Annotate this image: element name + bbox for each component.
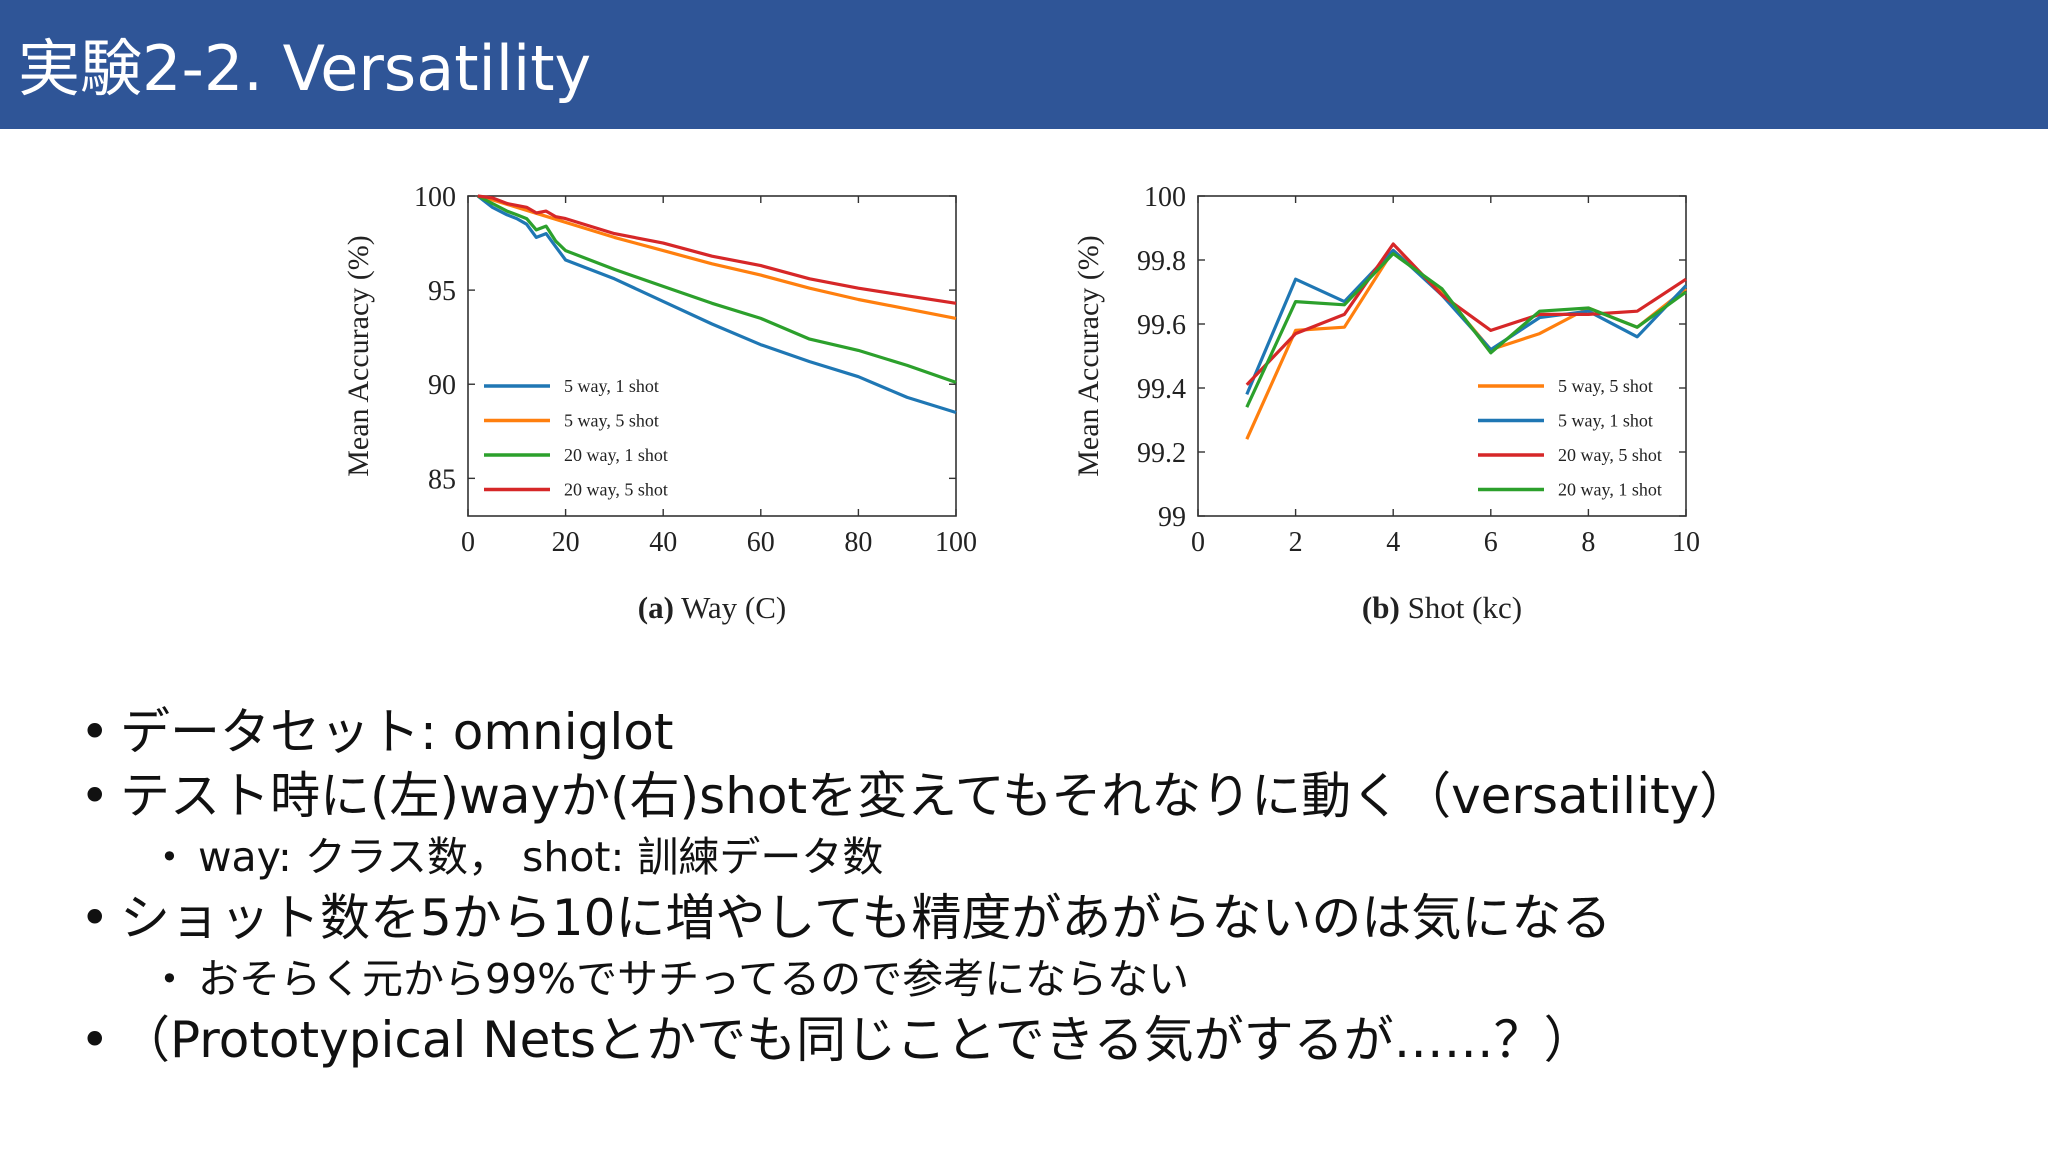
x-tick-label: 20 — [552, 527, 580, 558]
x-tick-label: 4 — [1386, 527, 1400, 558]
x-tick-label: 8 — [1581, 527, 1595, 558]
slide-title: 実験2-2. Versatility — [18, 32, 592, 105]
bullet-text: データセット: omniglot — [120, 703, 674, 761]
sub-bullet-item: • おそらく元から99%でサチってるので参考にならない — [80, 950, 2030, 1008]
y-tick-label: 99.4 — [1137, 374, 1186, 405]
legend-label: 5 way, 1 shot — [1558, 411, 1653, 431]
bullet-text: おそらく元から99%でサチってるので参考にならない — [198, 955, 1190, 1003]
bullet-item: • ショット数を5から10に増やしても精度があがらないのは気になる — [80, 886, 2030, 950]
bullet-text: （Prototypical Netsとかでも同じことできる気がするが……？） — [120, 1011, 1594, 1069]
title-bar: 実験2-2. Versatility — [0, 0, 2048, 129]
bullet-text: テスト時に(左)wayか(右)shotを変えてもそれなりに動く（versatil… — [120, 767, 1750, 825]
legend-label: 5 way, 1 shot — [564, 376, 659, 396]
x-tick-label: 10 — [1672, 527, 1700, 558]
y-tick-label: 100 — [414, 182, 456, 213]
bullet-dot-icon: • — [80, 889, 110, 947]
chart-panel-shot: 0 2 4 6 8 10 99 99.2 99.4 99.6 99.8 100 Mean Accurac… — [1072, 182, 1700, 625]
figure-caption: (b) Shot (kc) — [1362, 590, 1522, 625]
plot-frame — [1197, 195, 1687, 517]
x-tick-label: 2 — [1289, 527, 1303, 558]
y-tick-label: 99.6 — [1137, 310, 1186, 341]
figure-caption: (a) Way (C) — [638, 590, 786, 625]
x-tick-label: 60 — [747, 527, 775, 558]
bullet-text: way: クラス数， shot: 訓練データ数 — [198, 833, 884, 881]
legend-label: 20 way, 5 shot — [564, 480, 668, 500]
caption-text: Shot (kc) — [1400, 590, 1522, 625]
bullet-item: • テスト時に(左)wayか(右)shotを変えてもそれなりに動く（versati… — [80, 764, 2030, 828]
x-tick-label: 6 — [1484, 527, 1498, 558]
bullet-dot-icon: • — [80, 703, 110, 761]
y-axis-label: Mean Accuracy (%) — [342, 235, 375, 477]
bullet-dot-icon: • — [160, 960, 179, 998]
y-tick-label: 95 — [428, 276, 456, 307]
bullet-list: • データセット: omniglot • テスト時に(左)wayか(右)shotを変え… — [80, 700, 2030, 1072]
legend-label: 5 way, 5 shot — [1558, 376, 1653, 396]
bullet-text: ショット数を5から10に増やしても精度があがらないのは気になる — [120, 889, 1612, 947]
x-tick-label: 40 — [649, 527, 677, 558]
bullet-dot-icon: • — [80, 1011, 110, 1069]
series-line — [477, 194, 957, 305]
x-tick-label: 100 — [935, 527, 977, 558]
caption-label: (b) — [1362, 590, 1400, 625]
legend-label: 20 way, 5 shot — [1558, 445, 1662, 465]
y-tick-label: 99.2 — [1137, 438, 1186, 469]
x-tick-label: 80 — [844, 527, 872, 558]
legend-label: 20 way, 1 shot — [564, 445, 668, 465]
y-tick-label: 85 — [428, 464, 456, 495]
series-line — [476, 194, 957, 415]
chart-panel-way: 0 20 40 60 80 100 85 90 95 100 Mean Accuracy (%) (a… — [342, 182, 977, 625]
x-tick-label: 0 — [461, 527, 475, 558]
series-line — [1245, 242, 1687, 386]
y-axis-label: Mean Accuracy (%) — [1072, 235, 1105, 477]
series-line — [477, 194, 957, 320]
bullet-item: • データセット: omniglot — [80, 700, 2030, 764]
y-tick-label: 99.8 — [1137, 246, 1186, 277]
bullet-dot-icon: • — [80, 767, 110, 825]
plot-frame — [467, 195, 957, 517]
caption-label: (a) — [638, 590, 674, 625]
legend-label: 20 way, 1 shot — [1558, 480, 1662, 500]
caption-text: Way (C) — [674, 590, 786, 625]
y-tick-label: 99 — [1158, 502, 1186, 533]
y-tick-label: 100 — [1144, 182, 1186, 213]
series-line — [1245, 252, 1687, 408]
legend-label: 5 way, 5 shot — [564, 411, 659, 431]
bullet-dot-icon: • — [160, 838, 179, 876]
x-tick-label: 0 — [1191, 527, 1205, 558]
y-tick-label: 90 — [428, 370, 456, 401]
series-line — [477, 194, 957, 384]
sub-bullet-item: • way: クラス数， shot: 訓練データ数 — [80, 828, 2030, 886]
bullet-item: • （Prototypical Netsとかでも同じことできる気がするが……？） — [80, 1008, 2030, 1072]
